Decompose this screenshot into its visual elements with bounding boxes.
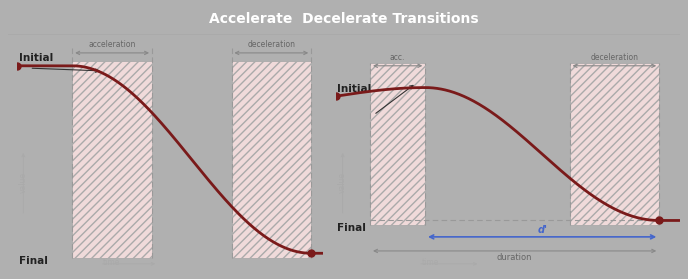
Text: Initial: Initial: [337, 84, 372, 94]
Text: Accelerate  Decelerate Transitions: Accelerate Decelerate Transitions: [209, 12, 479, 26]
Text: acc.: acc.: [390, 53, 405, 62]
Bar: [570, 63, 659, 225]
Text: value: value: [19, 172, 28, 193]
Text: d': d': [537, 225, 547, 235]
Bar: [370, 63, 425, 225]
Text: time: time: [103, 258, 120, 267]
Text: deceleration: deceleration: [590, 53, 638, 62]
Text: deceleration: deceleration: [247, 40, 295, 49]
Text: Initial: Initial: [19, 54, 53, 63]
Bar: [72, 61, 152, 258]
Text: acceleration: acceleration: [89, 40, 136, 49]
Text: duration: duration: [497, 253, 533, 262]
Text: value: value: [338, 172, 347, 193]
Text: Final: Final: [19, 256, 47, 266]
Text: Final: Final: [337, 223, 366, 233]
Text: time: time: [422, 258, 439, 267]
Bar: [231, 61, 311, 258]
